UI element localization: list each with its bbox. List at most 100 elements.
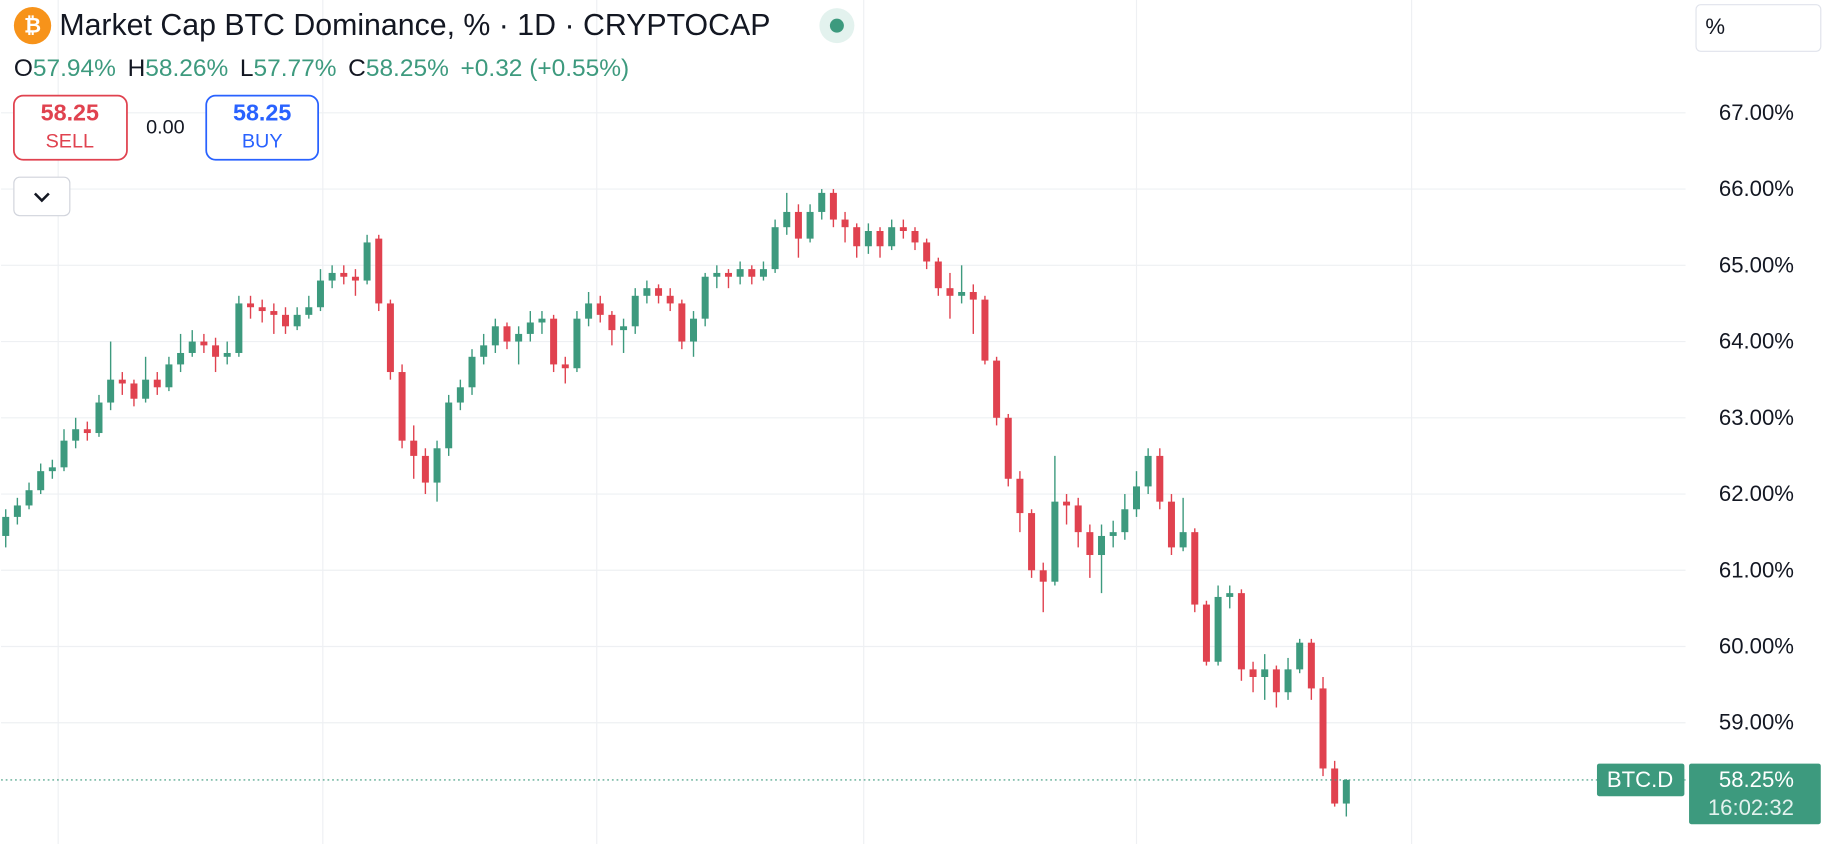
scale-unit-button[interactable]: %: [1695, 4, 1822, 52]
candle-body: [1272, 669, 1280, 693]
ohlc-key: L: [240, 55, 254, 82]
candle-body: [1284, 669, 1292, 693]
candle-body: [713, 272, 721, 277]
candle-body: [72, 429, 80, 441]
candle-body: [853, 227, 861, 247]
candle-body: [177, 352, 185, 365]
candle-body: [596, 303, 604, 315]
bitcoin-icon-glyph: ₿: [24, 14, 41, 37]
candle-body: [783, 211, 791, 228]
price-tag: [1689, 763, 1821, 825]
candle-body: [993, 360, 1001, 418]
change: +0.32 (+0.55%): [461, 55, 630, 82]
candle-body: [655, 288, 663, 296]
candle-body: [1051, 501, 1059, 582]
candle-body: [1132, 486, 1140, 510]
candle-body: [340, 272, 348, 277]
y-tick-label: 62.00%: [1719, 481, 1794, 506]
symbol-label: BTC.D: [1607, 767, 1673, 792]
buy-price: 58.25: [233, 99, 291, 125]
candle-body: [212, 345, 220, 357]
candle-body: [1109, 532, 1117, 536]
ohlc-value: 58.25%: [366, 55, 449, 82]
collapse-button[interactable]: [13, 176, 71, 217]
candle-body: [1098, 535, 1106, 556]
y-tick-label: 59.00%: [1719, 710, 1794, 735]
candle-body: [83, 429, 91, 434]
candle-body: [876, 231, 884, 247]
candle-body: [1319, 688, 1327, 769]
candle-body: [724, 272, 732, 277]
candle-body: [1249, 669, 1257, 677]
candle-body: [690, 318, 698, 342]
candle-body: [503, 326, 511, 342]
candle-body: [1307, 642, 1315, 689]
horizontal-grid: [1, 112, 1686, 724]
candle-body: [736, 269, 744, 277]
candle-body: [468, 356, 476, 388]
candle-body: [818, 192, 826, 212]
candle-body: [678, 303, 686, 342]
ohlc-key: C: [348, 55, 366, 82]
candle-body: [375, 238, 383, 304]
y-tick-label: 65.00%: [1719, 252, 1794, 277]
candle-body: [748, 269, 756, 277]
buy-label: BUY: [242, 130, 283, 152]
ohlc-value: 57.94%: [33, 55, 116, 82]
chart-title: Market Cap BTC Dominance, % · 1D · CRYPT…: [59, 9, 770, 42]
candle-body: [328, 272, 336, 281]
price-label: 58.25%: [1719, 767, 1794, 792]
candle-body: [759, 269, 767, 277]
candle-body: [631, 295, 639, 327]
candle-body: [398, 372, 406, 441]
status-dot: [829, 18, 844, 33]
candle-body: [1144, 455, 1152, 487]
spread: 0.00: [146, 116, 185, 138]
candle-body: [1039, 570, 1047, 582]
candle-body: [515, 333, 523, 342]
candle-body: [25, 490, 33, 506]
candle-body: [293, 314, 301, 327]
candle-body: [1121, 509, 1129, 533]
candle-body: [573, 318, 581, 369]
ohlc-value: 58.26%: [145, 55, 228, 82]
overlay: BTC.D 58.25% 16:02:32: [1, 763, 1821, 825]
candle-body: [981, 299, 989, 361]
buy-button[interactable]: 58.25 BUY: [205, 94, 320, 161]
candle-body: [1226, 593, 1234, 597]
candle-body: [1191, 532, 1199, 605]
candles: [2, 189, 1350, 817]
candle-body: [1179, 532, 1187, 548]
candle-body: [386, 303, 394, 373]
candle-body: [363, 242, 371, 281]
candle-body: [130, 383, 138, 399]
candle-body: [1237, 593, 1245, 670]
candle-body: [841, 219, 849, 228]
ohlc-key: O: [14, 55, 33, 82]
candle-body: [247, 303, 255, 308]
candle-body: [480, 345, 488, 357]
candle-body: [445, 402, 453, 449]
candle-body: [829, 192, 837, 220]
candle-body: [456, 387, 464, 403]
candle-body: [142, 379, 150, 399]
candle-body: [351, 276, 359, 281]
sell-button[interactable]: 58.25 SELL: [13, 94, 128, 161]
y-tick-label: 67.00%: [1719, 100, 1794, 125]
countdown-label: 16:02:32: [1708, 795, 1794, 820]
candle-body: [223, 352, 231, 357]
candle-body: [620, 326, 628, 331]
ohlc-line: O57.94% H58.26% L57.77% C58.25% +0.32 (+0.55…: [14, 55, 629, 82]
candle-body: [538, 318, 546, 323]
candle-body: [200, 341, 208, 346]
candle-body: [13, 505, 21, 517]
candle-body: [1167, 501, 1175, 548]
candle-body: [258, 307, 266, 312]
candle-body: [958, 291, 966, 296]
candle-body: [1063, 501, 1071, 506]
candle-body: [561, 364, 569, 369]
bitcoin-icon: [13, 6, 52, 45]
candle-body: [118, 379, 126, 384]
candle-body: [1016, 478, 1024, 514]
